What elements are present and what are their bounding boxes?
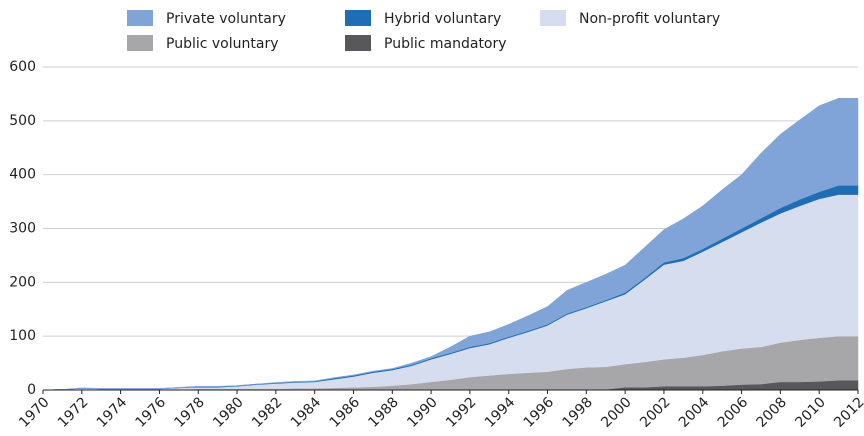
y-tick-label: 200 — [9, 274, 36, 290]
x-tick-label: 1980 — [210, 394, 247, 431]
x-tick-label: 1998 — [559, 394, 596, 431]
x-tick-label: 1996 — [521, 394, 558, 431]
legend-label: Non-profit voluntary — [579, 11, 720, 27]
x-tick-label: 1972 — [55, 394, 92, 431]
y-tick-label: 500 — [9, 113, 36, 129]
x-tick-label: 1990 — [404, 394, 441, 431]
legend-label: Hybrid voluntary — [384, 11, 501, 27]
legend-label: Public mandatory — [384, 36, 507, 52]
legend-swatch — [345, 35, 371, 51]
x-tick-label: 1974 — [94, 394, 131, 431]
legend-swatch — [127, 10, 153, 26]
y-tick-label: 0 — [27, 382, 36, 398]
x-tick-label: 1988 — [365, 394, 402, 431]
x-tick-label: 1986 — [327, 394, 364, 431]
x-tick-label: 1992 — [443, 394, 480, 431]
x-tick-label: 1984 — [288, 394, 325, 431]
x-tick-label: 2000 — [598, 394, 635, 431]
x-tick-label: 1994 — [482, 394, 519, 431]
legend-label: Public voluntary — [166, 36, 278, 52]
y-tick-label: 100 — [9, 328, 36, 344]
x-tick-label: 2004 — [676, 394, 713, 431]
x-tick-label: 2008 — [754, 394, 791, 431]
x-tick-label: 1976 — [133, 394, 170, 431]
area — [42, 97, 859, 391]
x-tick-label: 2006 — [715, 394, 752, 431]
x-tick-label: 1970 — [16, 394, 53, 431]
legend-swatch — [345, 10, 371, 26]
x-tick-label: 1978 — [171, 394, 208, 431]
x-tick-label: 2002 — [637, 394, 674, 431]
legend-swatch — [540, 10, 566, 26]
y-tick-label: 300 — [9, 221, 36, 237]
legend-label: Private voluntary — [166, 11, 286, 27]
legend-swatch — [127, 35, 153, 51]
x-tick-label: 2012 — [831, 394, 864, 431]
x-tick-label: 2010 — [792, 394, 829, 431]
x-tick-label: 1982 — [249, 394, 286, 431]
y-tick-label: 400 — [9, 167, 36, 183]
y-tick-label: 600 — [9, 59, 36, 75]
